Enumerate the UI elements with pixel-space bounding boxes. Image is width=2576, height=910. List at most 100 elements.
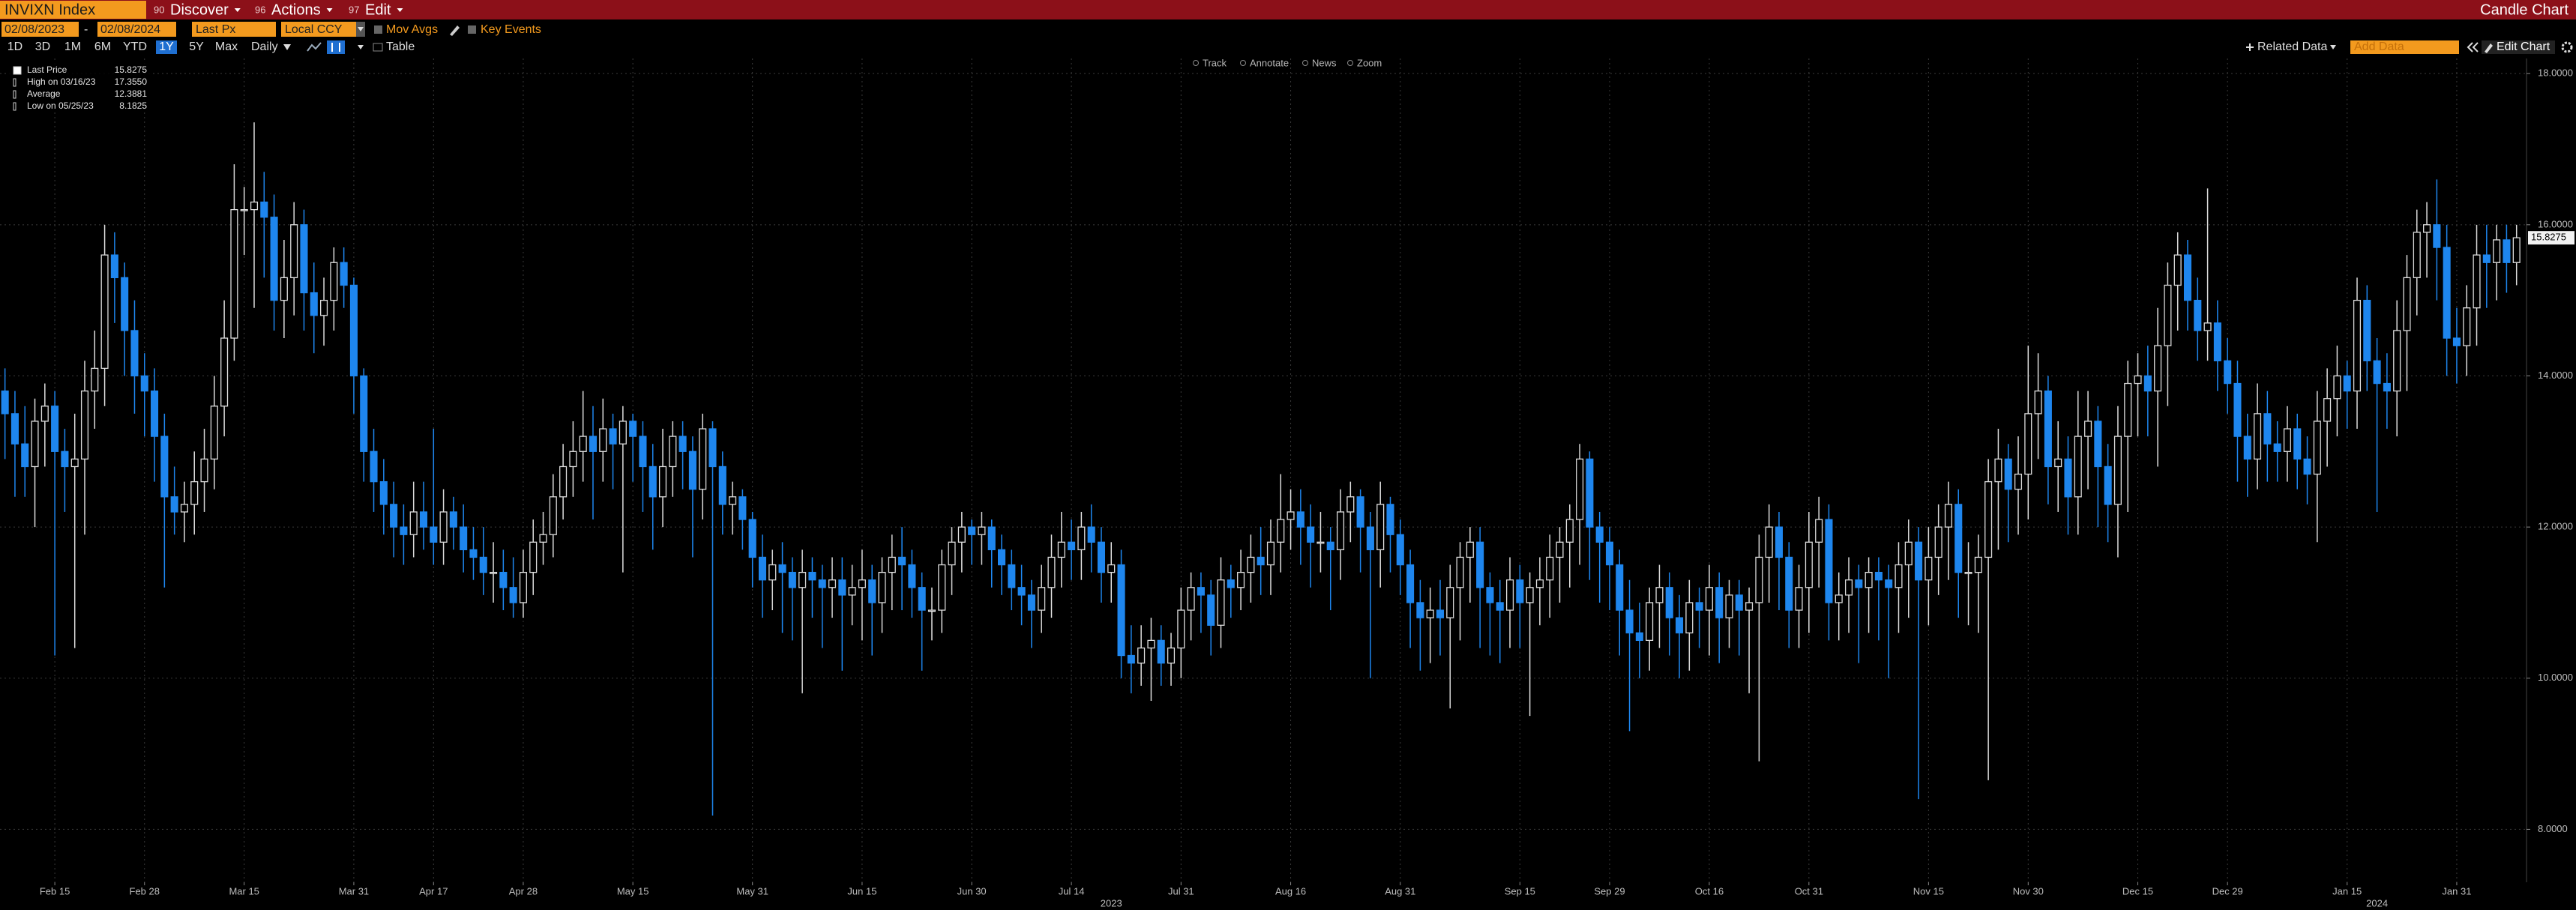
tool-button[interactable]: Zoom [1357, 57, 1382, 68]
candle-body [160, 436, 169, 498]
candle-body [898, 556, 906, 566]
candles [1, 122, 2521, 816]
range-buttons: 1D 3D 1M 6M YTD 1Y 5Y Max [7, 40, 238, 54]
candle-body [1954, 504, 1963, 573]
tool-button[interactable]: Annotate [1250, 57, 1289, 68]
candle-body [1157, 639, 1165, 664]
candle-body [987, 526, 996, 551]
x-tick-label: Jan 15 [2332, 885, 2362, 897]
candle-body [121, 277, 129, 331]
candle-body [828, 579, 837, 588]
candle-body [1087, 526, 1095, 543]
candle-body [1, 390, 9, 415]
candle-body [1934, 526, 1942, 558]
candle-body [519, 571, 527, 603]
checkbox[interactable] [374, 25, 382, 34]
menu-arrow [234, 8, 241, 12]
checkbox[interactable] [468, 25, 476, 34]
pencil-icon[interactable] [450, 25, 460, 36]
range-button[interactable]: 3D [35, 40, 50, 53]
tool-button[interactable]: Track [1203, 57, 1227, 68]
candle-body [1635, 632, 1643, 642]
range-button[interactable]: Max [215, 40, 238, 53]
legend-label: Low on 05/25/23 [27, 100, 94, 111]
x-tick-label: Feb 15 [40, 885, 70, 897]
candle-body [1576, 458, 1584, 520]
key-events[interactable]: Key Events [481, 23, 541, 36]
menu-label[interactable]: Actions [271, 1, 321, 18]
range-button[interactable]: 1D [7, 40, 22, 53]
currency-box[interactable] [281, 22, 356, 37]
candle-body [490, 571, 498, 574]
candle-body [1307, 526, 1315, 543]
menu-key[interactable]: 97 [349, 4, 359, 15]
range-button[interactable]: 6M [94, 40, 111, 53]
candle-body [2443, 247, 2451, 339]
candle-body [1386, 504, 1394, 535]
date-box[interactable] [1, 22, 79, 37]
candle-body [1147, 639, 1155, 649]
x-tick-label: Aug 31 [1385, 885, 1415, 897]
candle-body [1516, 579, 1524, 603]
range-button[interactable]: 5Y [189, 40, 204, 53]
field[interactable]: Last Px [196, 23, 235, 36]
candle-body [479, 556, 487, 573]
related-data[interactable]: Related Data [2257, 40, 2327, 53]
date-box[interactable] [97, 22, 176, 37]
candle-body [70, 458, 79, 468]
period[interactable]: Daily [251, 40, 278, 53]
candle-body [2273, 443, 2281, 452]
table-button[interactable]: Table [386, 40, 415, 53]
candle-body [2373, 360, 2381, 385]
candle-body [240, 209, 248, 211]
candle-body [2074, 436, 2082, 498]
candle-body [2363, 299, 2371, 361]
candle-body [80, 390, 89, 460]
pencil-icon [2485, 43, 2493, 53]
currency[interactable]: Local CCY [285, 23, 343, 36]
collapse-icon[interactable] [2467, 42, 2479, 52]
range-button[interactable]: YTD [123, 40, 147, 53]
legend-marker [13, 90, 16, 99]
candle-body [1546, 556, 1554, 581]
candle-body [1197, 587, 1205, 596]
menu-key[interactable]: 90 [154, 4, 164, 15]
settings-icon[interactable] [2561, 41, 2573, 53]
add-data[interactable]: Add Data [2354, 40, 2404, 53]
candle-body [1107, 564, 1116, 573]
mov-avgs[interactable]: Mov Avgs [386, 23, 438, 36]
candle-body [788, 571, 796, 588]
menu-key[interactable]: 96 [255, 4, 265, 15]
candle-body [529, 541, 538, 573]
candle-body [220, 337, 229, 407]
x-year-label: 2024 [2366, 897, 2388, 909]
menu-label[interactable]: Discover [170, 1, 229, 18]
candle-body [190, 480, 199, 505]
candle-body [798, 571, 807, 588]
candle-body [1247, 556, 1255, 573]
candle-body [1038, 587, 1046, 611]
candle-body [1655, 587, 1664, 603]
candle-body [230, 209, 238, 339]
end-date[interactable]: 02/08/2024 [100, 23, 160, 36]
candle-icon[interactable] [327, 40, 345, 54]
range-button[interactable]: 1M [64, 40, 81, 53]
candle-body [2233, 382, 2242, 437]
security-box[interactable] [0, 1, 146, 19]
add-data-box[interactable] [2350, 40, 2459, 54]
tool-button[interactable]: News [1312, 57, 1337, 68]
start-date[interactable]: 02/08/2023 [4, 23, 64, 36]
x-tick-label: Aug 16 [1275, 885, 1306, 897]
x-tick-label: Dec 15 [2122, 885, 2153, 897]
candle-body [370, 451, 378, 483]
edit-chart[interactable]: Edit Chart [2497, 40, 2551, 53]
edit-chart-box[interactable] [2482, 40, 2555, 54]
x-tick-label: Nov 30 [2013, 885, 2044, 897]
field-box[interactable] [192, 22, 276, 37]
line-icon[interactable] [307, 42, 322, 52]
security[interactable]: INVIXN Index [4, 1, 95, 18]
candle-body [1257, 556, 1265, 566]
range-button[interactable]: 1Y [159, 40, 174, 53]
menu-label[interactable]: Edit [365, 1, 391, 18]
